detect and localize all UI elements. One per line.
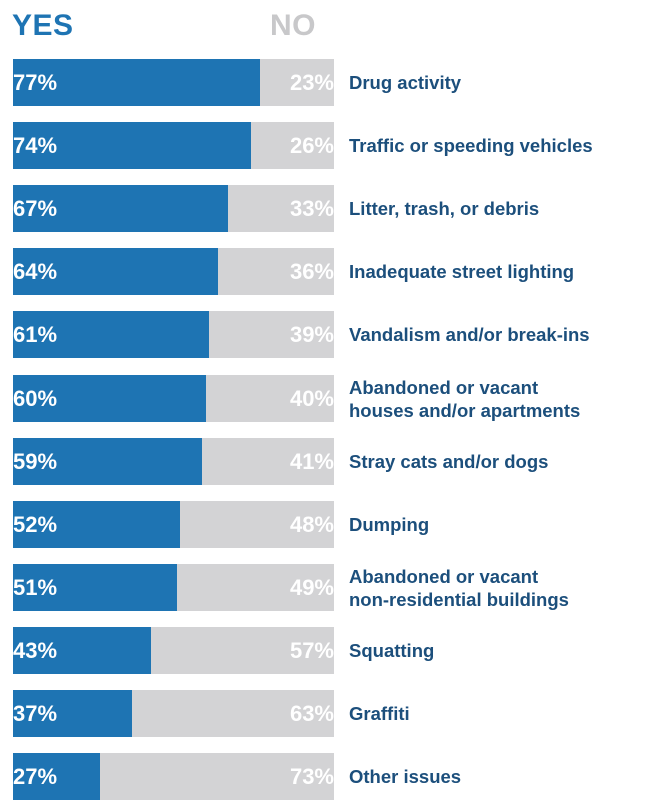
category-label: Dumping [349,514,430,535]
yes-value-label: 67% [13,196,58,221]
no-value-label: 36% [289,259,334,284]
no-value-label: 40% [289,386,334,411]
category-label: Traffic or speeding vehicles [349,135,593,156]
yes-value-label: 60% [13,386,58,411]
yes-value-label: 27% [13,764,58,789]
no-value-label: 23% [289,70,334,95]
no-value-label: 48% [289,512,334,537]
bar-row: 52% 48% Dumping [13,501,653,548]
yes-value-label: 52% [13,512,58,537]
category-label: Litter, trash, or debris [349,198,540,219]
no-header: NO [270,9,316,42]
category-label: Stray cats and/or dogs [349,451,549,472]
category-label: Drug activity [349,72,462,93]
bar-row: 60% 40% Abandoned or vacant houses and/or … [13,375,653,422]
yes-bar [13,501,180,548]
yes-value-label: 77% [13,70,58,95]
yes-value-label: 51% [13,575,58,600]
bar-row: 27% 73% Other issues [13,753,653,800]
bar-row: 77% 23% Drug activity [13,59,653,106]
no-value-label: 41% [289,449,334,474]
no-value-label: 26% [289,133,334,158]
bar-row: 37% 63% Graffiti [13,690,653,737]
category-label: Graffiti [349,703,410,724]
no-value-label: 33% [289,196,334,221]
no-value-label: 73% [289,764,334,789]
bar-row: 64% 36% Inadequate street lighting [13,248,653,295]
yes-value-label: 64% [13,259,58,284]
yes-bar [13,438,203,485]
yes-value-label: 59% [13,449,58,474]
category-label: Vandalism and/or break-ins [349,324,590,345]
yes-value-label: 61% [13,322,58,347]
bar-row: 61% 39% Vandalism and/or break-ins [13,311,653,358]
yes-bar [13,753,100,800]
category-label: Abandoned or vacant houses and/or apartm… [349,376,581,421]
category-label: Other issues [349,766,462,787]
yes-bar [13,564,177,611]
bar-row: 43% 57% Squatting [13,627,653,674]
no-value-label: 39% [289,322,334,347]
bar-row: 74% 26% Traffic or speeding vehicles [13,122,653,169]
yes-value-label: 43% [13,638,58,663]
yes-bar [13,690,132,737]
category-label: Abandoned or vacant non-residential buil… [349,565,569,610]
yes-header: YES [12,9,74,42]
yes-value-label: 74% [13,133,58,158]
yes-bar [13,185,229,232]
bar-row: 51% 49% Abandoned or vacant non-residentia… [13,564,653,611]
no-value-label: 49% [289,575,334,600]
no-value-label: 57% [289,638,334,663]
category-label: Inadequate street lighting [349,261,575,282]
yes-bar [13,311,209,358]
yes-value-label: 37% [13,701,58,726]
yes-bar [13,122,251,169]
bar-row: 59% 41% Stray cats and/or dogs [13,438,653,485]
category-label: Squatting [349,640,435,661]
yes-bar [13,627,152,674]
yes-bar [13,375,206,422]
bar-row: 67% 33% Litter, trash, or debris [13,185,653,232]
yes-bar [13,59,261,106]
yes-bar [13,248,219,295]
no-value-label: 63% [289,701,334,726]
